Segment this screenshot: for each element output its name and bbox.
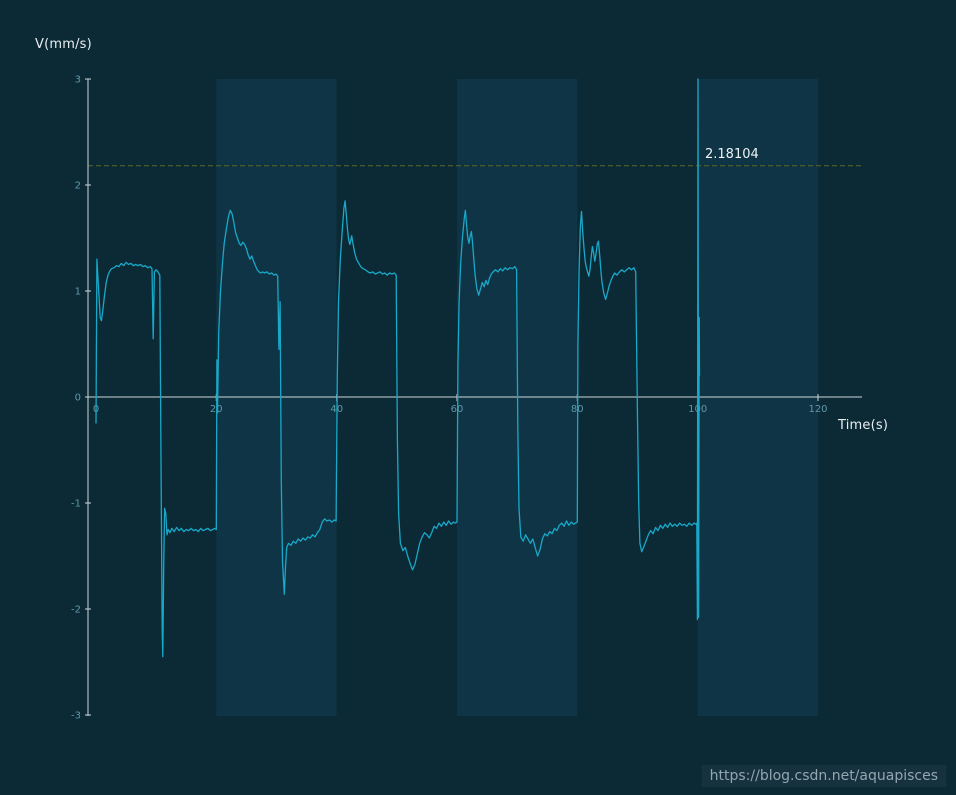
y-tick-label: 3 bbox=[75, 75, 81, 86]
x-tick-label: 120 bbox=[808, 404, 827, 415]
x-axis-title: Time(s) bbox=[838, 418, 889, 433]
velocity-series bbox=[95, 78, 701, 658]
y-tick-label: -3 bbox=[71, 711, 81, 722]
y-tick-label: 0 bbox=[75, 393, 81, 404]
y-tick-label: 2 bbox=[75, 181, 81, 192]
y-tick-label: 1 bbox=[75, 287, 81, 298]
y-axis-title: V(mm/s) bbox=[35, 37, 92, 52]
threshold-value-label: 2.18104 bbox=[705, 147, 759, 162]
y-tick-label: -2 bbox=[71, 605, 81, 616]
watermark-url: https://blog.csdn.net/aquapisces bbox=[701, 765, 946, 787]
y-tick-label: -1 bbox=[71, 499, 81, 510]
